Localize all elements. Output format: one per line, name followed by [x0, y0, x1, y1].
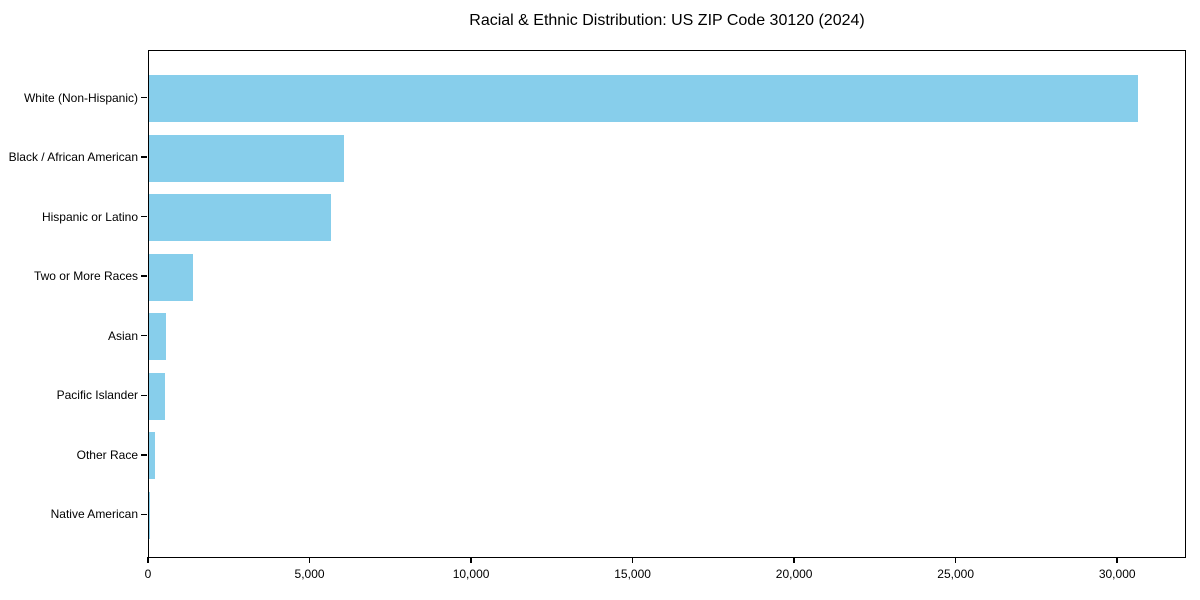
y-tick-mark	[141, 513, 147, 516]
y-tick-mark	[141, 215, 147, 218]
x-tick-mark	[793, 557, 795, 563]
bar-asian	[149, 313, 167, 361]
bar-native-american	[149, 491, 150, 539]
chart-title: Racial & Ethnic Distribution: US ZIP Cod…	[469, 12, 865, 29]
x-tick-label: 5,000	[294, 567, 325, 581]
x-tick-label: 10,000	[452, 567, 490, 581]
x-tick-mark	[631, 557, 634, 563]
y-tick-label: Black / African American	[8, 150, 138, 165]
bar-white-non-hispanic	[149, 75, 1138, 123]
x-tick-mark	[470, 557, 472, 563]
y-tick-label: Two or More Races	[33, 269, 138, 284]
y-tick-mark	[141, 96, 147, 99]
y-tick-mark	[141, 334, 147, 337]
x-tick-mark	[308, 557, 311, 563]
y-tick-label: Pacific Islander	[56, 388, 138, 403]
bar-other-race	[149, 432, 155, 480]
y-tick-mark	[141, 454, 147, 456]
x-tick-label: 25,000	[937, 567, 975, 581]
y-tick-label: White (Non-Hispanic)	[23, 90, 138, 105]
y-tick-mark	[141, 156, 147, 158]
y-tick-mark	[141, 394, 147, 396]
x-tick-label: 15,000	[614, 567, 651, 581]
bar-hispanic-or-latino	[149, 194, 331, 242]
bar-pacific-islander	[149, 372, 165, 420]
plot-area	[148, 50, 1186, 558]
x-tick-label: 30,000	[1098, 567, 1136, 581]
y-tick-label: Hispanic or Latino	[41, 209, 138, 224]
y-tick-label: Asian	[107, 328, 138, 343]
x-tick-mark	[954, 557, 957, 563]
bar-black-african-american	[149, 134, 345, 182]
bar-two-or-more-races	[149, 253, 193, 301]
y-tick-mark	[141, 275, 147, 277]
y-tick-label: Native American	[50, 507, 138, 522]
x-tick-mark	[147, 557, 149, 563]
y-tick-label: Other Race	[76, 447, 138, 462]
x-tick-label: 20,000	[775, 567, 813, 581]
x-tick-mark	[1116, 557, 1118, 563]
x-tick-label: 0	[144, 567, 152, 581]
